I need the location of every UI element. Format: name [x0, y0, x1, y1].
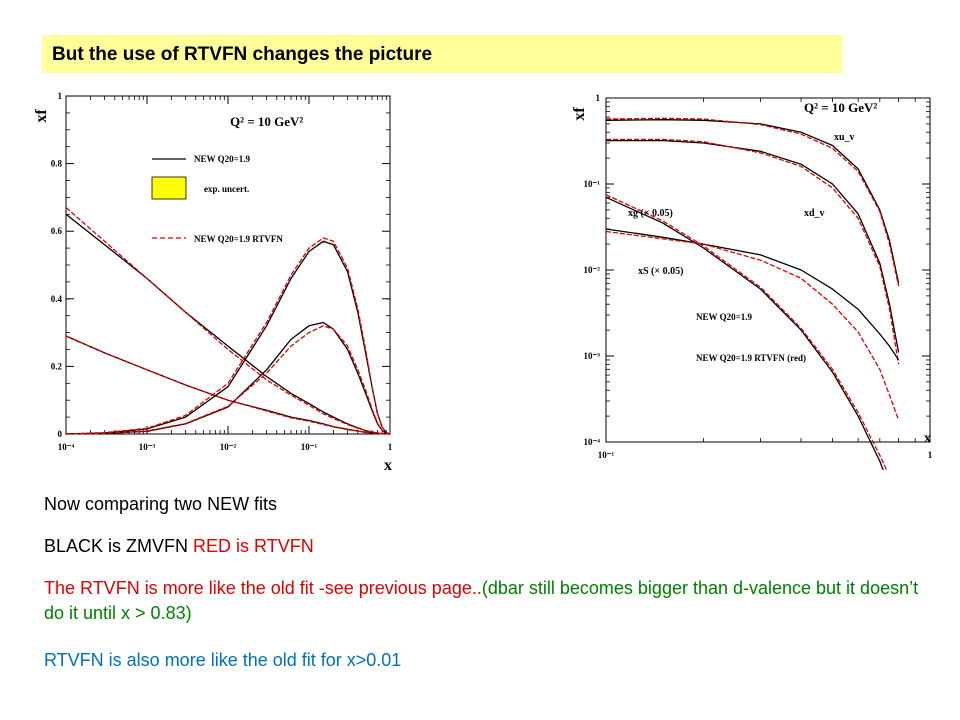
left-x-tick-label: 10⁻⁴	[58, 442, 75, 452]
text-line-1: Now comparing two NEW fits	[44, 492, 277, 517]
right-series-4	[605, 196, 884, 470]
left-y-tick-label: 0.2	[51, 361, 63, 371]
left-series-5	[65, 237, 391, 435]
right-legend-dashed-label: NEW Q20=1.9 RTVFN (red)	[696, 353, 806, 363]
right-legend-solid-label: NEW Q20=1.9	[696, 312, 752, 322]
left-chart: 10⁻⁴ 10⁻³ 10⁻² 10⁻¹ 1 0 0.2 0.4 0.6 0.8 1 xf x Q² …	[30, 88, 400, 480]
left-title: Q² = 10 GeV²	[230, 114, 303, 129]
left-x-tick-label: 10⁻³	[139, 442, 156, 452]
left-xlabel: x	[384, 457, 392, 474]
left-x-tick-label: 10⁻²	[220, 442, 237, 452]
banner-title: But the use of RTVFN changes the picture	[52, 44, 433, 65]
left-legend-dashed-label: NEW Q20=1.9 RTVFN	[194, 234, 283, 244]
right-y-tick-label: 10⁻⁴	[584, 437, 601, 447]
right-chart-svg: 10⁻¹ 1 10⁻⁴ 10⁻³ 10⁻² 10⁻¹ 1 xf x Q² = 10 GeV²…	[571, 93, 933, 470]
title-banner: But the use of RTVFN changes the picture	[42, 35, 842, 73]
left-y-tick-label: 0.6	[51, 226, 63, 236]
right-series-3	[606, 138, 900, 365]
dbar-note: (dbar still becomes bigger than d-valenc…	[44, 578, 919, 623]
right-annotation-xdv: xd_v	[804, 208, 825, 219]
right-y-tick-label: 1	[596, 93, 601, 103]
right-series-7	[605, 230, 900, 421]
right-annotation-xs: xS (× 0.05)	[638, 266, 683, 277]
left-series-4	[65, 240, 391, 435]
left-ylabel: xf	[33, 109, 50, 123]
left-y-tick-label: 0	[58, 429, 63, 439]
left-series-2	[65, 335, 391, 435]
left-y-tick-label: 1	[58, 91, 63, 101]
right-annotation-xg: xg (× 0.05)	[628, 208, 673, 219]
left-x-tick-label: 1	[388, 442, 393, 452]
right-series-1	[605, 117, 900, 287]
rtvfn-old-fit-note: RTVFN is also more like the old fit for …	[44, 650, 402, 670]
left-y-tick-label: 0.4	[51, 294, 63, 304]
right-chart: 10⁻¹ 1 10⁻⁴ 10⁻³ 10⁻² 10⁻¹ 1 xf x Q² = 10 GeV²…	[566, 86, 946, 470]
red-is-rtvfn: RED is RTVFN	[193, 536, 314, 556]
black-is-zmvfn: BLACK is ZMVFN	[44, 536, 194, 556]
right-y-tick-label: 10⁻¹	[584, 179, 601, 189]
right-series-5	[605, 194, 888, 470]
text-line-4: RTVFN is also more like the old fit for …	[44, 648, 401, 673]
rtvfn-note: The RTVFN is more like the old fit -see …	[44, 578, 482, 598]
right-y-tick-label: 10⁻²	[584, 265, 601, 275]
right-xlabel: x	[924, 431, 931, 446]
left-legend-box	[151, 176, 187, 200]
right-series-2	[606, 139, 900, 353]
text-line-3: The RTVFN is more like the old fit -see …	[44, 576, 924, 626]
left-legend-box-label: exp. uncert.	[204, 184, 249, 194]
right-annotation-xuv: xu_v	[834, 132, 855, 143]
text-line-2: BLACK is ZMVFN RED is RTVFN	[44, 534, 314, 559]
left-series-7	[65, 325, 391, 435]
right-series-6	[605, 228, 900, 361]
right-y-tick-label: 10⁻³	[584, 351, 601, 361]
comparison-heading: Now comparing two NEW fits	[44, 494, 278, 514]
left-series-0	[65, 213, 391, 435]
left-y-tick-label: 0.8	[51, 159, 63, 169]
right-series-0	[605, 119, 900, 284]
right-ylabel: xf	[571, 107, 588, 121]
right-x-tick-label: 1	[928, 450, 933, 460]
right-title: Q² = 10 GeV²	[804, 100, 877, 115]
right-x-tick-label: 10⁻¹	[598, 450, 615, 460]
left-x-tick-label: 10⁻¹	[301, 442, 318, 452]
left-series-3	[65, 335, 391, 435]
left-legend-solid-label: NEW Q20=1.9	[194, 154, 250, 164]
left-chart-svg: 10⁻⁴ 10⁻³ 10⁻² 10⁻¹ 1 0 0.2 0.4 0.6 0.8 1 xf x Q² …	[33, 91, 393, 474]
